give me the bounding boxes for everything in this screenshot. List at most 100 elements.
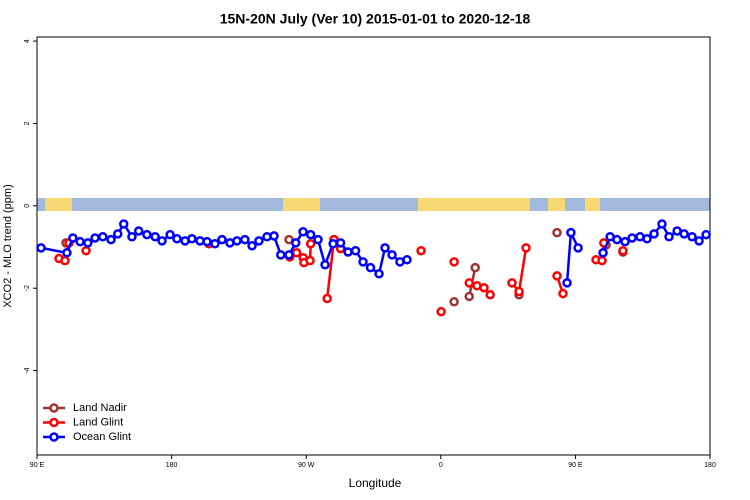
data-point [240, 234, 250, 245]
data-point [322, 293, 332, 304]
data-point [276, 250, 286, 260]
data-point [552, 227, 562, 238]
legend-label: Land Nadir [73, 402, 127, 414]
data-point [649, 229, 659, 239]
x-tick-label: 90 E [30, 462, 45, 469]
land-patch [283, 198, 320, 211]
y-tick-label: 2 [24, 121, 31, 125]
data-point [320, 259, 330, 270]
data-point [701, 229, 711, 240]
data-point [464, 291, 474, 302]
data-point [449, 297, 459, 307]
data-point [436, 306, 446, 317]
y-tick-label: 4 [24, 39, 31, 43]
data-point [142, 229, 152, 240]
data-point [172, 234, 182, 244]
data-point [335, 238, 346, 248]
x-tick-label: 180 [704, 462, 716, 469]
series-line [565, 227, 580, 283]
data-point [558, 288, 568, 299]
data-point [298, 227, 308, 237]
data-point [521, 243, 531, 253]
data-point [387, 250, 397, 260]
data-point [291, 248, 302, 258]
land-patch [585, 198, 600, 211]
data-point [479, 283, 489, 293]
data-point [113, 229, 123, 239]
data-point [627, 233, 637, 243]
data-point [620, 236, 630, 247]
x-axis-label: Longitude [349, 476, 402, 490]
data-point [374, 269, 384, 279]
data-point [305, 238, 316, 249]
x-tick-label: 180 [166, 462, 178, 469]
data-point [597, 255, 607, 266]
data-point [165, 229, 175, 240]
data-point [350, 245, 361, 256]
data-point [449, 257, 459, 267]
data-point [416, 245, 426, 256]
y-tick-label: -4 [24, 367, 31, 373]
data-point [133, 226, 144, 236]
data-point [464, 278, 474, 288]
data-point [573, 243, 583, 253]
data-point [62, 248, 72, 258]
data-point [150, 231, 160, 242]
chart-title: 15N-20N July (Ver 10) 2015-01-01 to 2020… [220, 11, 531, 27]
data-point [98, 231, 108, 242]
data-point [284, 250, 294, 260]
data-point [365, 262, 376, 273]
land-patch [418, 198, 530, 211]
data-point [202, 236, 212, 247]
data-point [269, 231, 279, 241]
data-point [343, 247, 353, 257]
data-point [36, 243, 46, 253]
data-point [290, 238, 301, 248]
data-point [217, 234, 227, 245]
data-point [127, 231, 137, 242]
y-axis-label: XCO2 - MLO trend (ppm) [2, 184, 14, 307]
data-point [187, 234, 197, 244]
data-point [254, 236, 264, 246]
land-patch [45, 198, 72, 211]
y-tick-label: -2 [24, 285, 31, 291]
legend-marker [49, 417, 59, 428]
data-point [664, 231, 674, 242]
data-point [68, 233, 78, 243]
data-point [562, 278, 572, 288]
data-point [470, 262, 480, 273]
data-point [232, 236, 242, 246]
data-point [118, 219, 129, 229]
data-point [157, 236, 167, 246]
map-strip [37, 198, 710, 211]
data-point [657, 219, 667, 229]
data-point [679, 229, 689, 239]
y-tick-label: 0 [24, 204, 31, 208]
data-point [514, 286, 524, 297]
data-point [81, 245, 91, 256]
data-point [612, 234, 622, 245]
data-point [305, 229, 316, 240]
data-point [83, 238, 93, 248]
data-point [566, 227, 576, 238]
data-point [618, 245, 628, 256]
land-patch [548, 198, 565, 211]
ocean-band [37, 198, 710, 211]
data-point [90, 233, 100, 243]
data-point [380, 243, 390, 253]
data-point [75, 236, 85, 247]
data-point [106, 234, 116, 245]
data-point [642, 234, 652, 244]
data-point [694, 236, 704, 246]
data-point [247, 241, 257, 251]
legend-marker [49, 403, 59, 413]
data-point [552, 271, 562, 281]
data-point [598, 248, 608, 258]
legend-label: Land Glint [73, 416, 123, 428]
data-point [210, 238, 220, 249]
x-tick-label: 90 W [298, 462, 315, 469]
legend-label: Ocean Glint [73, 431, 131, 443]
data-point [305, 255, 315, 266]
x-tick-label: 0 [439, 462, 443, 469]
